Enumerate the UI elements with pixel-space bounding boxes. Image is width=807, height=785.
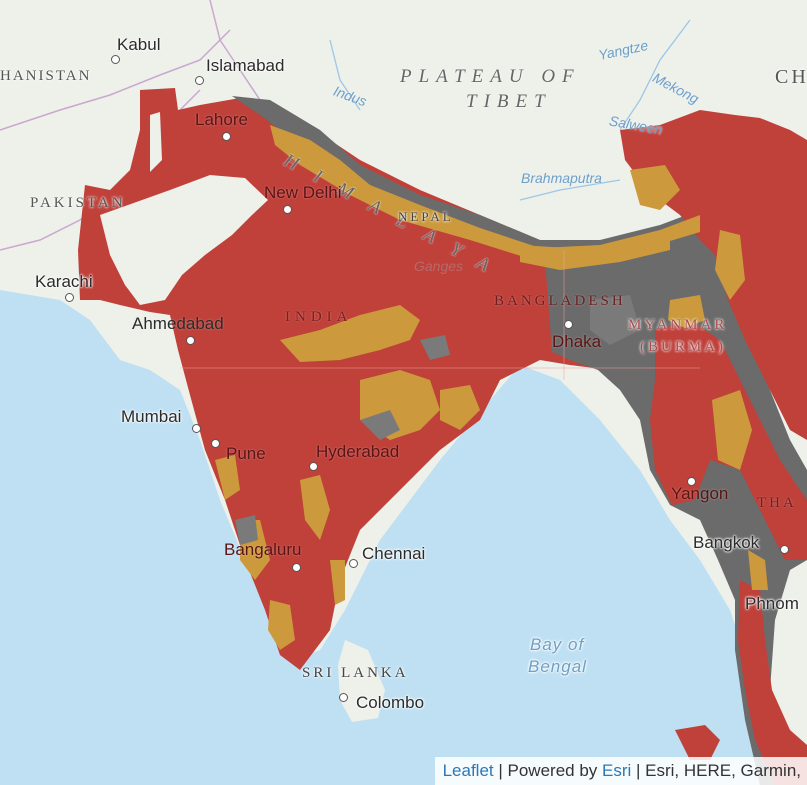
esri-link[interactable]: Esri <box>602 761 632 780</box>
label-plateau-of: PLATEAU OF <box>400 66 581 87</box>
city-marker-pune[interactable] <box>211 439 220 448</box>
attribution-sources: | Esri, HERE, Garmin, <box>631 761 801 780</box>
label-thailand: THA <box>757 495 797 511</box>
attribution-powered-by: | Powered by <box>493 761 602 780</box>
city-marker-mumbai[interactable] <box>192 424 201 433</box>
label-phnom: Phnom <box>745 594 799 613</box>
label-colombo: Colombo <box>356 693 425 712</box>
label-hyderabad: Hyderabad <box>316 442 400 461</box>
label-tibet: TIBET <box>466 91 552 112</box>
city-marker-bangkok[interactable] <box>780 545 789 554</box>
label-ganges-river: Ganges <box>414 258 464 274</box>
city-marker-dhaka[interactable] <box>564 320 573 329</box>
label-pune: Pune <box>226 444 266 463</box>
thar-desert <box>100 175 268 305</box>
risk-high-thai-peninsula <box>738 580 807 785</box>
label-afghanistan: HANISTAN <box>0 68 92 84</box>
city-marker-karachi[interactable] <box>65 293 74 302</box>
label-brahmaputra-river: Brahmaputra <box>521 170 602 186</box>
label-islamabad: Islamabad <box>206 56 285 75</box>
label-kabul: Kabul <box>117 35 161 54</box>
label-nepal: NEPAL <box>398 209 454 224</box>
city-marker-yangon[interactable] <box>687 477 696 486</box>
city-marker-chennai[interactable] <box>349 559 358 568</box>
city-marker-new-delhi[interactable] <box>283 205 292 214</box>
sri-lanka-land <box>338 640 385 722</box>
leaflet-link[interactable]: Leaflet <box>442 761 494 780</box>
label-bay-of: Bay of <box>530 635 585 654</box>
label-india: INDIA <box>285 309 353 325</box>
label-new-delhi: New Delhi <box>264 183 342 202</box>
label-ahmedabad: Ahmedabad <box>132 314 224 333</box>
city-marker-lahore[interactable] <box>222 132 231 141</box>
indus-valley-strip <box>150 112 162 172</box>
label-dhaka: Dhaka <box>552 332 602 351</box>
label-pakistan: PAKISTAN <box>30 195 126 211</box>
label-bangladesh: BANGLADESH <box>494 293 626 309</box>
label-chennai: Chennai <box>362 544 426 563</box>
river <box>329 19 691 201</box>
label-china: CH <box>775 66 807 88</box>
label-yangon: Yangon <box>671 484 729 503</box>
city-marker-kabul[interactable] <box>111 55 120 64</box>
label-bengal: Bengal <box>528 657 587 676</box>
map-attribution: Leaflet | Powered by Esri | Esri, HERE, … <box>434 757 807 785</box>
city-marker-hyderabad[interactable] <box>309 462 318 471</box>
city-marker-ahmedabad[interactable] <box>186 336 195 345</box>
risk-high-malaysia <box>675 725 720 760</box>
city-marker-islamabad[interactable] <box>195 76 204 85</box>
label-bangkok: Bangkok <box>693 533 760 552</box>
label-mumbai: Mumbai <box>121 407 182 426</box>
label-burma: (BURMA) <box>640 339 727 355</box>
city-marker-bangalore[interactable] <box>292 563 301 572</box>
label-karachi: Karachi <box>35 272 93 291</box>
risk-low-patches <box>235 295 640 545</box>
label-myanmar: MYANMAR <box>628 317 728 333</box>
label-bangalore: Bangaluru <box>224 540 302 559</box>
label-sri-lanka: SRI LANKA <box>302 665 409 681</box>
city-marker-colombo[interactable] <box>339 693 348 702</box>
label-lahore: Lahore <box>195 110 248 129</box>
